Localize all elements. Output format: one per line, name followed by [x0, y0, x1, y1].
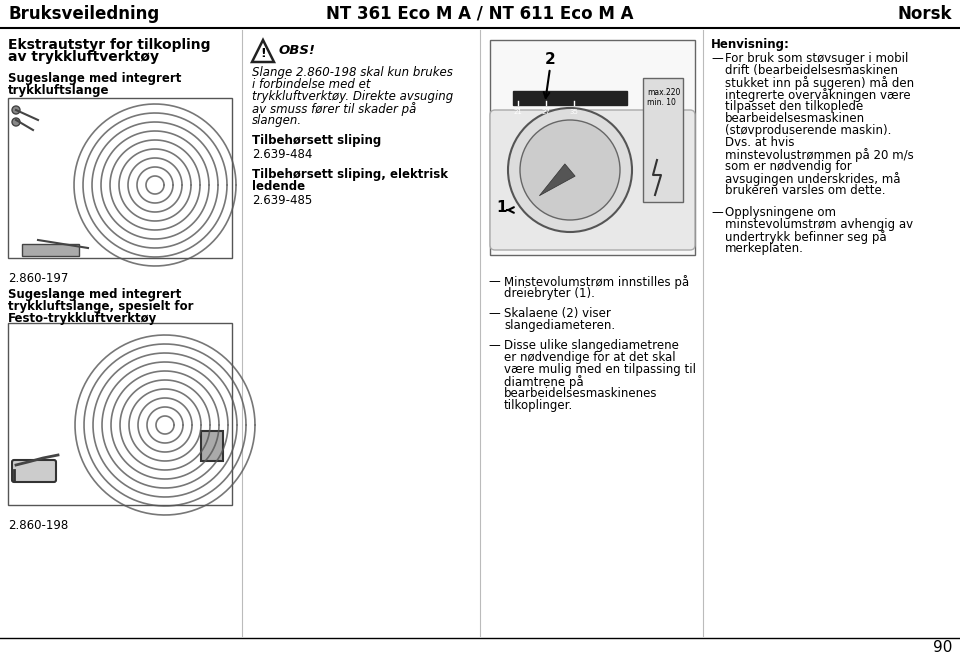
FancyBboxPatch shape: [201, 431, 223, 461]
Text: 27: 27: [541, 109, 550, 115]
Text: minstevolumstrøm avhengig av: minstevolumstrøm avhengig av: [725, 218, 913, 231]
FancyBboxPatch shape: [490, 40, 695, 255]
Text: Bruksveiledning: Bruksveiledning: [8, 5, 159, 23]
Text: Henvisning:: Henvisning:: [711, 38, 790, 51]
Text: 21: 21: [514, 109, 522, 115]
Text: drift (bearbeidelsesmaskinen: drift (bearbeidelsesmaskinen: [725, 64, 898, 77]
Text: min. 10: min. 10: [647, 98, 676, 107]
Text: undertrykk befinner seg på: undertrykk befinner seg på: [725, 230, 887, 244]
Text: —: —: [488, 339, 500, 352]
Circle shape: [12, 118, 20, 126]
Text: Dvs. at hvis: Dvs. at hvis: [725, 136, 795, 149]
Text: Norsk: Norsk: [898, 5, 952, 23]
Text: 2.639-484: 2.639-484: [252, 148, 312, 161]
Text: —: —: [711, 52, 723, 65]
Polygon shape: [540, 164, 575, 195]
Text: trykkluftslange, spesielt for: trykkluftslange, spesielt for: [8, 300, 194, 313]
Text: Festo-trykkluftverktøy: Festo-trykkluftverktøy: [8, 312, 157, 325]
Text: slangen.: slangen.: [252, 114, 302, 127]
Text: NT 361 Eco M A / NT 611 Eco M A: NT 361 Eco M A / NT 611 Eco M A: [326, 5, 634, 23]
Circle shape: [12, 106, 20, 114]
Text: Slange 2.860-198 skal kun brukes: Slange 2.860-198 skal kun brukes: [252, 66, 453, 79]
Text: trykkluftverktøy. Direkte avsuging: trykkluftverktøy. Direkte avsuging: [252, 90, 453, 103]
Text: diamtrene på: diamtrene på: [504, 375, 584, 389]
Text: —: —: [488, 275, 500, 288]
Text: Disse ulike slangediametrene: Disse ulike slangediametrene: [504, 339, 679, 352]
Text: merkeplaten.: merkeplaten.: [725, 242, 804, 255]
Text: trykkluftslange: trykkluftslange: [8, 84, 109, 97]
Text: som er nødvendig for: som er nødvendig for: [725, 160, 852, 173]
Text: tilpasset den tilkoplede: tilpasset den tilkoplede: [725, 100, 863, 113]
Text: OBS!: OBS!: [279, 44, 316, 57]
Text: ledende: ledende: [252, 180, 305, 193]
Text: 2.860-198: 2.860-198: [8, 519, 68, 532]
Text: bearbeidelsesmaskinenes: bearbeidelsesmaskinenes: [504, 387, 658, 400]
Text: stukket inn på sugeren) må den: stukket inn på sugeren) må den: [725, 76, 914, 90]
Text: brukeren varsles om dette.: brukeren varsles om dette.: [725, 184, 885, 197]
Text: være mulig med en tilpassing til: være mulig med en tilpassing til: [504, 363, 696, 376]
Text: max.220: max.220: [647, 88, 681, 97]
Circle shape: [520, 120, 620, 220]
Text: Skalaene (2) viser: Skalaene (2) viser: [504, 307, 611, 320]
Text: avsugingen underskrides, må: avsugingen underskrides, må: [725, 172, 900, 186]
Text: Opplysningene om: Opplysningene om: [725, 206, 836, 219]
Text: Sugeslange med integrert: Sugeslange med integrert: [8, 72, 181, 85]
Text: er nødvendige for at det skal: er nødvendige for at det skal: [504, 351, 676, 364]
Text: 90: 90: [932, 640, 952, 655]
Text: 35: 35: [569, 109, 579, 115]
Polygon shape: [252, 40, 274, 62]
Text: 2.860-197: 2.860-197: [8, 272, 68, 285]
Text: For bruk som støvsuger i mobil: For bruk som støvsuger i mobil: [725, 52, 908, 65]
Text: Tilbehørsett sliping: Tilbehørsett sliping: [252, 134, 381, 147]
Text: (støvproduserende maskin).: (støvproduserende maskin).: [725, 124, 892, 137]
Text: integrerte overvåkningen være: integrerte overvåkningen være: [725, 88, 911, 102]
Text: Minstevolumstrøm innstilles på: Minstevolumstrøm innstilles på: [504, 275, 689, 289]
FancyBboxPatch shape: [22, 244, 79, 256]
Text: i forbindelse med et: i forbindelse med et: [252, 78, 371, 91]
FancyBboxPatch shape: [12, 460, 56, 482]
Text: dreiebryter (1).: dreiebryter (1).: [504, 287, 595, 300]
FancyBboxPatch shape: [643, 78, 683, 202]
FancyBboxPatch shape: [513, 91, 627, 105]
Text: 2.639-485: 2.639-485: [252, 194, 312, 207]
FancyBboxPatch shape: [8, 323, 232, 505]
Text: av smuss fører til skader på: av smuss fører til skader på: [252, 102, 417, 116]
FancyBboxPatch shape: [490, 110, 695, 250]
Text: Sugeslange med integrert: Sugeslange med integrert: [8, 288, 181, 301]
Text: minstevolustrømmen på 20 m/s: minstevolustrømmen på 20 m/s: [725, 148, 914, 162]
Text: !: !: [260, 47, 266, 60]
Text: 1: 1: [496, 201, 507, 216]
Text: Ekstrautstyr for tilkopling: Ekstrautstyr for tilkopling: [8, 38, 210, 52]
Text: Tilbehørsett sliping, elektrisk: Tilbehørsett sliping, elektrisk: [252, 168, 448, 181]
Text: —: —: [711, 206, 723, 219]
Text: bearbeidelsesmaskinen: bearbeidelsesmaskinen: [725, 112, 865, 125]
Text: tilkoplinger.: tilkoplinger.: [504, 399, 573, 412]
Text: 2: 2: [544, 52, 556, 67]
Text: av trykkluftverktøy: av trykkluftverktøy: [8, 50, 159, 64]
Text: —: —: [488, 307, 500, 320]
Circle shape: [508, 108, 632, 232]
FancyBboxPatch shape: [8, 98, 232, 258]
Text: slangediameteren.: slangediameteren.: [504, 319, 615, 332]
